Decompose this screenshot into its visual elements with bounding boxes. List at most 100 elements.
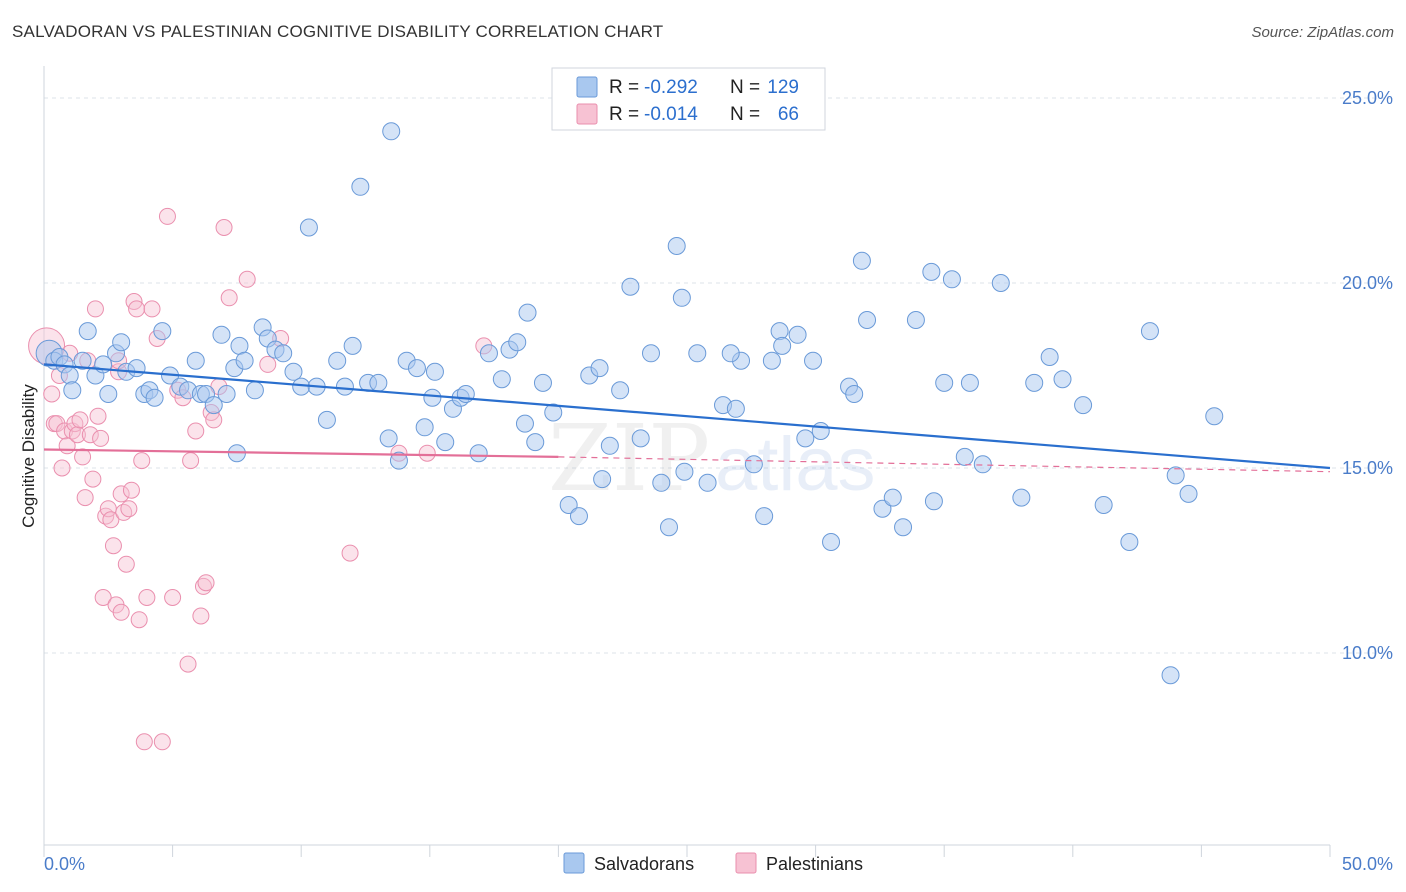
chart-title: SALVADORAN VS PALESTINIAN COGNITIVE DISA… — [12, 22, 664, 41]
palestinian-point — [130, 611, 148, 629]
palestinian-point — [133, 452, 151, 470]
salvadoran-point — [526, 433, 545, 452]
salvadoran-point — [369, 373, 388, 392]
bottom-legend-salvadorans: Salvadorans — [594, 854, 694, 874]
palestinian-point — [135, 733, 153, 751]
salvadoran-point — [873, 499, 892, 518]
salvadoran-point — [960, 373, 979, 392]
salvadoran-point — [991, 274, 1010, 292]
x-tick-label: 0.0% — [44, 854, 85, 874]
salvadoran-point — [672, 288, 691, 307]
salvadoran-point — [631, 429, 650, 448]
salvadoran-point — [845, 385, 864, 403]
salvadoran-point — [858, 311, 877, 329]
salvadoran-point — [78, 322, 97, 341]
palestinian-point — [102, 511, 120, 529]
palestinian-point — [68, 426, 86, 444]
salvadoran-point — [559, 496, 578, 514]
y-tick-label: 15.0% — [1342, 458, 1393, 478]
y-axis-title: Cognitive Disability — [19, 384, 38, 528]
salvadoran-point — [186, 351, 205, 370]
legend-r-label-2: R = — [609, 104, 639, 125]
salvadoran-point — [762, 351, 781, 370]
salvadoran-point — [641, 344, 660, 363]
palestinian-point — [104, 537, 122, 555]
salvadoran-point — [883, 488, 902, 507]
salvadoran-point — [788, 325, 807, 344]
salvadoran-point — [235, 351, 254, 370]
palestinian-point — [153, 733, 171, 751]
palestinian-point — [53, 459, 71, 477]
salvadoran-point — [343, 336, 362, 355]
palestinian-point — [128, 300, 146, 318]
salvadoran-point — [112, 333, 131, 352]
salvadoran-point — [492, 370, 511, 389]
salvadoran-point — [1161, 666, 1180, 685]
palestinian-point — [164, 589, 182, 606]
salvadoran-point — [569, 507, 588, 526]
salvadoran-point — [688, 344, 707, 363]
palestinian-point — [120, 500, 138, 518]
salvadoran-points — [35, 122, 1224, 685]
bottom-legend-palestinians: Palestinians — [766, 854, 863, 874]
legend-n-label-2: N = — [730, 104, 760, 125]
palestinian-point — [187, 422, 205, 440]
palestinian-trend-line — [43, 448, 559, 458]
salvadoran-trend-line — [43, 363, 1331, 470]
salvadoran-point — [1120, 533, 1139, 551]
legend-n-label-1: N = — [730, 77, 760, 98]
palestinian-point — [84, 470, 102, 488]
y-tick-label: 10.0% — [1342, 643, 1393, 663]
palestinian-point — [92, 429, 110, 447]
legend-r-label-1: R = — [609, 77, 639, 98]
salvadoran-point — [508, 333, 527, 352]
salvadoran-point — [1094, 496, 1113, 514]
legend-r-value-2: -0.014 — [644, 104, 698, 125]
salvadoran-point — [667, 237, 686, 255]
palestinian-point — [192, 607, 210, 625]
salvadoran-point — [407, 359, 426, 378]
salvadoran-point — [924, 492, 943, 511]
y-tick-label: 20.0% — [1342, 273, 1393, 293]
palestinian-point — [86, 300, 104, 318]
salvadoran-point — [328, 351, 347, 370]
salvadoran-point — [1179, 484, 1198, 503]
salvadoran-point — [721, 344, 740, 363]
salvadoran-point — [1025, 373, 1044, 392]
salvadoran-point — [804, 351, 823, 370]
salvadoran-point — [425, 362, 444, 381]
y-tick-label: 25.0% — [1342, 88, 1393, 108]
salvadoran-point — [1012, 488, 1031, 507]
salvadoran-point — [611, 381, 630, 400]
palestinian-point — [220, 289, 238, 307]
palestinian-point — [112, 485, 130, 503]
y-tick-labels: 10.0% 15.0% 20.0% 25.0% — [1342, 88, 1393, 663]
palestinian-point — [94, 589, 112, 606]
salvadoran-point — [811, 422, 830, 440]
salvadoran-point — [423, 388, 442, 407]
salvadoran-point — [593, 470, 612, 489]
salvadoran-point — [204, 396, 223, 415]
salvadoran-point — [518, 303, 537, 322]
legend-swatch-palestinian — [576, 103, 598, 125]
palestinian-point — [117, 555, 135, 573]
palestinian-point — [138, 589, 156, 606]
salvadoran-point — [796, 429, 815, 448]
salvadoran-point — [770, 322, 789, 341]
series-legend: Salvadorans Palestinians — [563, 852, 863, 874]
salvadoran-point — [415, 418, 434, 437]
salvadoran-point — [1166, 466, 1185, 485]
palestinian-point — [341, 544, 359, 562]
palestinian-point — [158, 207, 176, 225]
salvadoran-point — [744, 455, 763, 474]
salvadoran-point — [675, 462, 694, 481]
palestinian-point — [43, 385, 61, 403]
palestinian-point — [112, 603, 130, 621]
legend-r-value-1: -0.292 — [644, 77, 698, 98]
salvadoran-point — [922, 262, 941, 281]
legend-n-value-1: 129 — [767, 77, 799, 98]
salvadoran-point — [217, 385, 236, 403]
salvadoran-point — [284, 362, 303, 381]
x-tick-label: 50.0% — [1342, 854, 1393, 874]
trend-lines — [43, 363, 1331, 473]
